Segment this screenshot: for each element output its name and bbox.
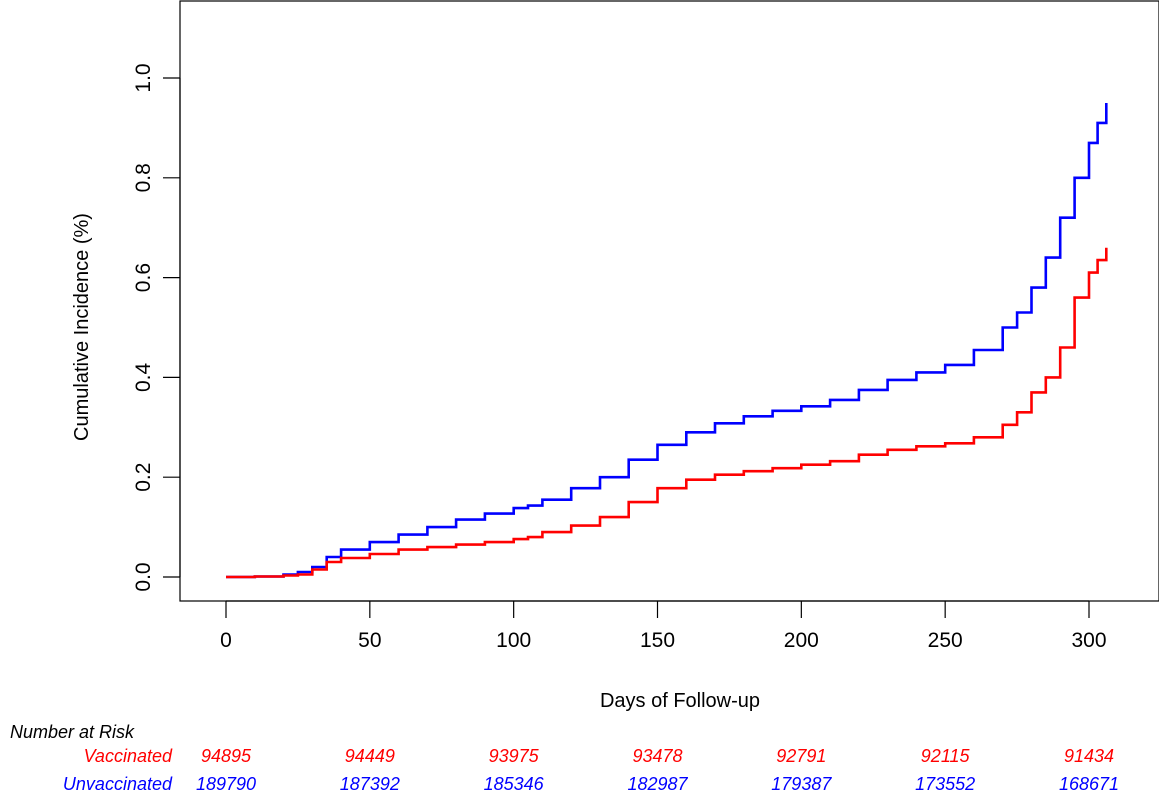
risk-row-label: Unvaccinated: [63, 774, 173, 794]
x-tick-label: 250: [928, 629, 963, 652]
risk-value: 91434: [1064, 746, 1114, 766]
y-axis: 0.0 0.2 0.4 0.6 0.8 1.0: [132, 63, 181, 592]
risk-value: 173552: [915, 774, 975, 794]
plot-area-frame: [179, 0, 1159, 602]
x-tick-label: 200: [784, 629, 819, 652]
y-tick-label: 0.4: [132, 362, 155, 392]
risk-value: 187392: [340, 774, 400, 794]
risk-value: 92115: [921, 746, 971, 766]
y-tick-label: 0.8: [132, 163, 155, 192]
risk-value: 182987: [627, 774, 688, 794]
risk-value: 168671: [1059, 774, 1119, 794]
risk-table-title: Number at Risk: [10, 722, 135, 742]
series-layer: [226, 103, 1108, 579]
y-tick-label: 0.0: [132, 562, 155, 591]
risk-row-label: Vaccinated: [84, 746, 173, 766]
y-tick-label: 0.6: [132, 263, 155, 292]
x-tick-label: 0: [220, 629, 232, 652]
x-tick-label: 300: [1071, 629, 1106, 652]
risk-value: 94895: [201, 746, 252, 766]
y-axis-title: Cumulative Incidence (%): [71, 213, 93, 441]
risk-value: 93975: [489, 746, 540, 766]
y-tick-label: 1.0: [132, 63, 155, 92]
risk-value: 189790: [196, 774, 256, 794]
risk-value: 185346: [484, 774, 545, 794]
x-axis-title: Days of Follow-up: [600, 690, 760, 712]
x-tick-label: 50: [358, 629, 381, 652]
risk-value: 94449: [345, 746, 395, 766]
x-axis: 0 50 100 150 200 250 300: [220, 600, 1107, 652]
series-line-1: [226, 247, 1108, 579]
y-tick-label: 0.2: [132, 463, 155, 492]
x-tick-label: 100: [496, 629, 531, 652]
risk-table: Vaccinated 94895 94449 93975 93478 92791 92115…: [63, 746, 1119, 794]
x-tick-label: 150: [640, 629, 675, 652]
risk-value: 93478: [632, 746, 682, 766]
series-line-0: [226, 103, 1108, 579]
risk-value: 92791: [776, 746, 826, 766]
risk-value: 179387: [771, 774, 832, 794]
